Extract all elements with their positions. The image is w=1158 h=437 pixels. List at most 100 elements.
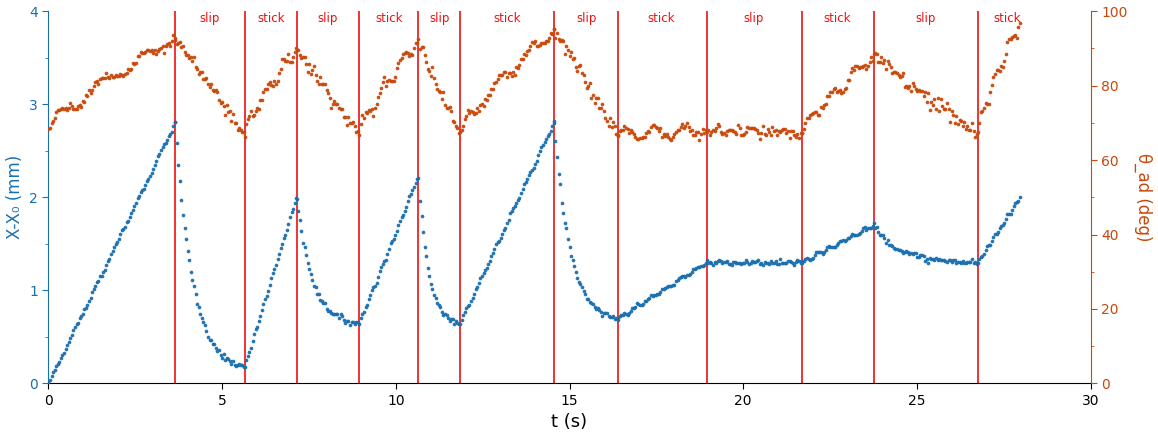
Point bbox=[933, 257, 952, 264]
Point bbox=[133, 49, 152, 56]
Point bbox=[244, 331, 263, 338]
Point bbox=[706, 259, 725, 266]
Point bbox=[936, 105, 954, 112]
Point bbox=[749, 129, 768, 136]
Point bbox=[570, 278, 588, 285]
Point bbox=[79, 302, 97, 309]
Point bbox=[600, 123, 618, 130]
Point bbox=[530, 42, 549, 49]
Point bbox=[659, 282, 677, 289]
Point bbox=[447, 123, 466, 130]
Point bbox=[551, 37, 570, 44]
Point bbox=[226, 119, 244, 126]
Point bbox=[266, 81, 285, 88]
Point bbox=[862, 53, 880, 60]
Point bbox=[840, 76, 858, 83]
Point bbox=[244, 111, 263, 118]
Point bbox=[711, 258, 730, 265]
Point bbox=[261, 79, 279, 86]
Point bbox=[704, 126, 723, 133]
Point bbox=[582, 94, 601, 101]
Point bbox=[179, 257, 198, 264]
Point bbox=[885, 245, 903, 252]
Point bbox=[1007, 199, 1026, 206]
Point bbox=[695, 130, 713, 137]
Point bbox=[41, 377, 59, 384]
Point bbox=[542, 29, 560, 36]
Point bbox=[364, 112, 382, 119]
Point bbox=[93, 75, 111, 82]
Point bbox=[169, 162, 188, 169]
Point bbox=[994, 222, 1012, 229]
Point bbox=[746, 259, 764, 266]
Point bbox=[622, 126, 640, 133]
Point bbox=[201, 80, 220, 87]
Point bbox=[601, 115, 620, 122]
Point bbox=[589, 306, 608, 313]
Point bbox=[629, 135, 647, 142]
Point bbox=[155, 49, 174, 56]
Point bbox=[371, 267, 389, 274]
Point bbox=[733, 260, 752, 267]
Point bbox=[929, 257, 947, 264]
Point bbox=[677, 271, 696, 278]
Point bbox=[940, 118, 959, 125]
Point bbox=[283, 208, 301, 215]
Point bbox=[745, 125, 763, 132]
Point bbox=[222, 361, 241, 368]
Point bbox=[676, 122, 695, 129]
Point bbox=[58, 342, 76, 349]
Point bbox=[196, 322, 214, 329]
Point bbox=[998, 211, 1017, 218]
Point bbox=[271, 244, 290, 251]
Point bbox=[812, 103, 830, 110]
Point bbox=[675, 273, 694, 280]
Point bbox=[185, 54, 204, 61]
Point bbox=[287, 194, 306, 201]
Point bbox=[347, 128, 366, 135]
Point bbox=[1003, 34, 1021, 41]
Point bbox=[94, 75, 112, 82]
Point bbox=[849, 64, 867, 71]
Point bbox=[598, 118, 616, 125]
Point bbox=[249, 105, 267, 112]
Point bbox=[554, 209, 572, 216]
Point bbox=[706, 124, 725, 131]
Point bbox=[540, 35, 558, 42]
Point bbox=[444, 118, 462, 125]
Point bbox=[66, 105, 85, 112]
Point bbox=[840, 235, 858, 242]
Point bbox=[177, 236, 196, 243]
Point bbox=[153, 42, 171, 49]
Point bbox=[457, 304, 476, 311]
Point bbox=[680, 123, 698, 130]
Point bbox=[902, 250, 921, 257]
Point bbox=[284, 205, 302, 212]
Point bbox=[738, 259, 756, 266]
Point bbox=[256, 295, 274, 302]
Point bbox=[878, 58, 896, 65]
Point bbox=[548, 153, 566, 160]
Point bbox=[292, 228, 310, 235]
Point bbox=[494, 69, 513, 76]
Point bbox=[481, 91, 499, 98]
Point bbox=[697, 257, 716, 264]
Point bbox=[205, 340, 223, 347]
Point bbox=[804, 110, 822, 117]
Point bbox=[689, 263, 708, 270]
Point bbox=[811, 248, 829, 255]
Point bbox=[690, 264, 709, 271]
Point bbox=[609, 132, 628, 139]
Point bbox=[59, 339, 78, 346]
Point bbox=[227, 120, 245, 127]
Point bbox=[223, 358, 242, 365]
Point bbox=[648, 124, 667, 131]
Point bbox=[784, 259, 802, 266]
Point bbox=[794, 125, 813, 132]
Point bbox=[535, 40, 554, 47]
Point bbox=[815, 101, 834, 108]
Point bbox=[578, 295, 596, 302]
Point bbox=[930, 255, 948, 262]
Point bbox=[873, 60, 892, 67]
Point bbox=[961, 258, 980, 265]
